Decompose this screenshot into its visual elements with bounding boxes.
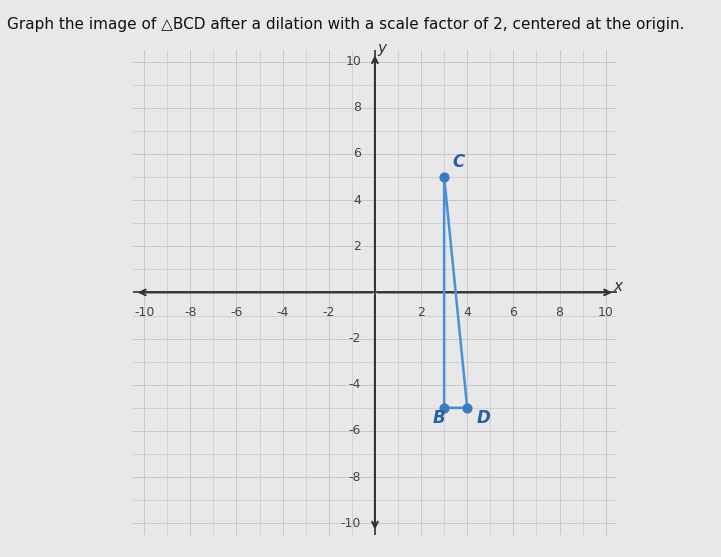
Text: 2: 2 [417, 306, 425, 319]
Text: -8: -8 [184, 306, 197, 319]
Text: -6: -6 [349, 424, 361, 437]
Point [438, 403, 450, 412]
Text: 8: 8 [353, 101, 361, 114]
Text: -4: -4 [349, 378, 361, 391]
Text: -2: -2 [322, 306, 335, 319]
Text: -8: -8 [348, 471, 361, 483]
Text: -10: -10 [134, 306, 154, 319]
Text: -4: -4 [276, 306, 289, 319]
Text: 4: 4 [353, 194, 361, 207]
Point [461, 403, 473, 412]
Point [438, 173, 450, 182]
Text: y: y [377, 41, 386, 56]
Text: C: C [452, 153, 464, 170]
Text: -6: -6 [230, 306, 243, 319]
Text: 8: 8 [555, 306, 564, 319]
Text: 10: 10 [598, 306, 614, 319]
Text: -2: -2 [349, 332, 361, 345]
Text: 6: 6 [510, 306, 517, 319]
Text: 2: 2 [353, 240, 361, 253]
Text: 6: 6 [353, 148, 361, 160]
Text: Graph the image of △BCD after a dilation with a scale factor of 2, centered at t: Graph the image of △BCD after a dilation… [7, 17, 685, 32]
Text: -10: -10 [341, 517, 361, 530]
Text: B: B [433, 409, 446, 427]
Text: x: x [614, 279, 623, 294]
Text: 10: 10 [345, 55, 361, 68]
Text: 4: 4 [464, 306, 471, 319]
Text: D: D [477, 409, 490, 427]
